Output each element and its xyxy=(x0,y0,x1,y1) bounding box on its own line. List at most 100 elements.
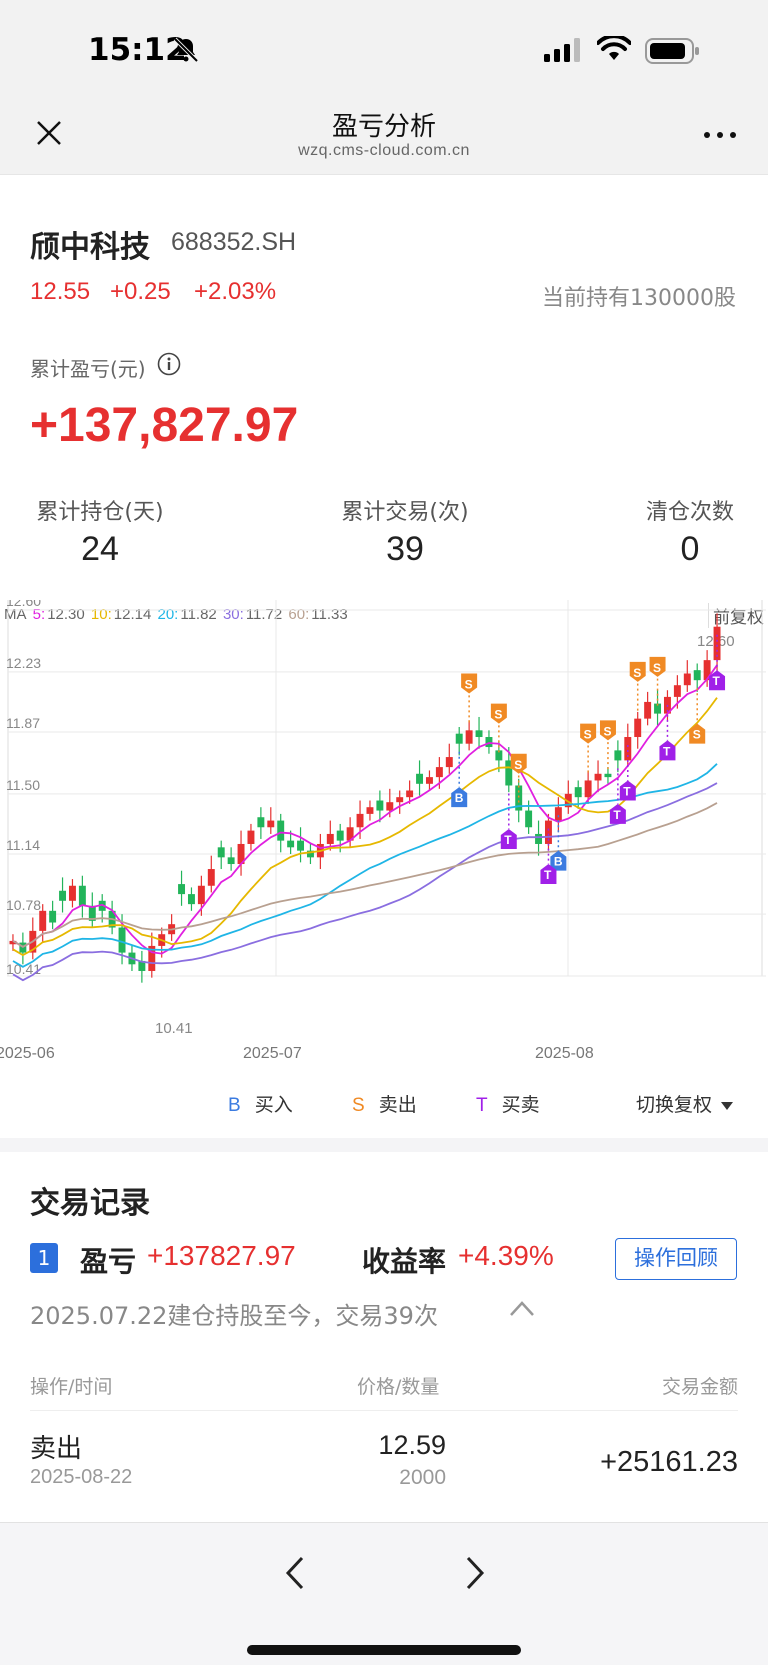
marker-letter: T xyxy=(613,808,621,822)
stock-change: +0.25 xyxy=(110,278,171,305)
bottom-nav-bar xyxy=(0,1522,768,1665)
switch-adjust-label: 切换复权 xyxy=(636,1094,713,1116)
candle-body xyxy=(297,840,305,851)
candle-body xyxy=(435,767,443,778)
stat-clear-label: 清仓次数 xyxy=(645,500,734,525)
y-tick-label: 10.41 xyxy=(6,961,41,977)
marker-t-badge xyxy=(500,828,517,849)
y-tick-label: 11.87 xyxy=(6,715,40,731)
caret-down-icon xyxy=(721,1101,734,1110)
pl-label: 累计盈亏(元) xyxy=(30,357,146,381)
candle-body xyxy=(554,807,562,821)
chevron-up-icon[interactable] xyxy=(508,1298,536,1318)
candle-body xyxy=(138,960,146,971)
y-tick-label: 11.50 xyxy=(6,777,40,793)
legend-sell-letter: S xyxy=(352,1095,365,1116)
status-bar: 15:12 xyxy=(0,0,768,100)
candle-body xyxy=(604,773,612,778)
stock-name: 颀中科技 xyxy=(30,230,150,265)
marker-t-badge xyxy=(659,740,676,761)
candle-body xyxy=(237,843,245,865)
legend-t: T 买卖 xyxy=(476,1090,540,1117)
marker-s-badge xyxy=(649,656,666,677)
marker-letter: S xyxy=(494,708,502,722)
candle-body xyxy=(406,790,414,798)
candle-body xyxy=(197,885,205,905)
title-bar: 盈亏分析 wzq.cms-cloud.com.cn xyxy=(0,100,768,175)
record-pl-label: 盈亏 xyxy=(80,1245,137,1278)
marker-s-badge xyxy=(689,723,706,744)
bell-muted-icon xyxy=(173,37,199,63)
switch-adjust-button[interactable]: 切换复权 xyxy=(636,1090,734,1117)
marker-letter: T xyxy=(544,868,552,882)
candle-body xyxy=(594,773,602,781)
marker-t-badge xyxy=(619,780,636,801)
candle-body xyxy=(584,780,592,798)
info-icon[interactable] xyxy=(157,352,181,376)
trade-operation: 卖出 xyxy=(30,1434,83,1464)
candle-body xyxy=(118,927,126,953)
candle-body xyxy=(564,793,572,808)
holding-text: 当前持有130000股 xyxy=(542,286,736,311)
adjust-tag[interactable]: 前复权 xyxy=(708,603,764,628)
y-tick-label: 12.23 xyxy=(6,655,41,671)
candlestick-chart[interactable]: 12.60 12.23 11.87 11.50 11.14 10.78 10.41 2025-… xyxy=(0,600,768,1070)
candle-body xyxy=(654,703,662,714)
legend-buy-letter: B xyxy=(228,1095,241,1116)
marker-letter: S xyxy=(465,678,473,692)
ma10-line xyxy=(12,697,718,957)
marker-letter: T xyxy=(713,674,721,688)
review-button[interactable]: 操作回顾 xyxy=(615,1238,737,1280)
trade-date: 2025-08-22 xyxy=(30,1466,133,1488)
trade-amount: +25161.23 xyxy=(600,1446,738,1478)
marker-letter: T xyxy=(663,744,671,758)
marker-letter: S xyxy=(693,728,701,742)
marker-t-badge xyxy=(609,803,626,824)
candle-body xyxy=(257,817,265,828)
candle-body xyxy=(287,840,295,848)
min-price-label: 10.41 xyxy=(155,1020,193,1037)
stat-hold-days-label: 累计持仓(天) xyxy=(36,500,164,525)
marker-letter: T xyxy=(623,784,631,798)
col-op-time: 操作/时间 xyxy=(30,1376,113,1398)
pl-value: +137,827.97 xyxy=(30,399,299,452)
candle-body xyxy=(346,827,354,841)
candle-body xyxy=(574,787,582,798)
ma20-line xyxy=(12,763,718,968)
wifi-icon xyxy=(597,36,631,60)
candle-body xyxy=(713,626,721,661)
x-tick-label: 2025-08 xyxy=(535,1045,594,1062)
stock-price: 12.55 xyxy=(30,278,91,305)
page-title: 盈亏分析 xyxy=(331,112,436,142)
candle-body xyxy=(306,850,314,858)
candle-body xyxy=(178,884,186,895)
back-arrow-icon[interactable] xyxy=(280,1553,310,1593)
candle-body xyxy=(326,833,334,844)
marker-t-badge xyxy=(709,670,726,691)
record-yield-value: +4.39% xyxy=(458,1240,554,1271)
stat-trades-label: 累计交易(次) xyxy=(341,500,469,525)
candle-body xyxy=(148,945,156,971)
candle-body xyxy=(9,940,17,945)
candle-body xyxy=(525,810,533,828)
more-icon[interactable] xyxy=(702,130,738,140)
candle-body xyxy=(187,894,195,905)
y-tick-label: 11.14 xyxy=(6,837,40,853)
candle-body xyxy=(644,701,652,719)
candle-body xyxy=(396,797,404,803)
close-icon[interactable] xyxy=(34,118,64,148)
legend-buy-label: 买入 xyxy=(254,1094,293,1116)
candle-body xyxy=(515,785,523,811)
marker-letter: T xyxy=(504,833,512,847)
marker-s-badge xyxy=(490,703,507,724)
candle-body xyxy=(485,737,493,748)
marker-letter: S xyxy=(584,728,592,742)
marker-s-badge xyxy=(580,723,597,744)
stat-hold-days-value: 24 xyxy=(81,530,119,568)
candle-body xyxy=(624,737,632,761)
legend-buy: B 买入 xyxy=(228,1090,293,1117)
forward-arrow-icon[interactable] xyxy=(460,1553,490,1593)
marker-letter: S xyxy=(633,666,641,680)
marker-t-badge xyxy=(540,864,557,885)
y-tick-label: 10.78 xyxy=(6,897,41,913)
